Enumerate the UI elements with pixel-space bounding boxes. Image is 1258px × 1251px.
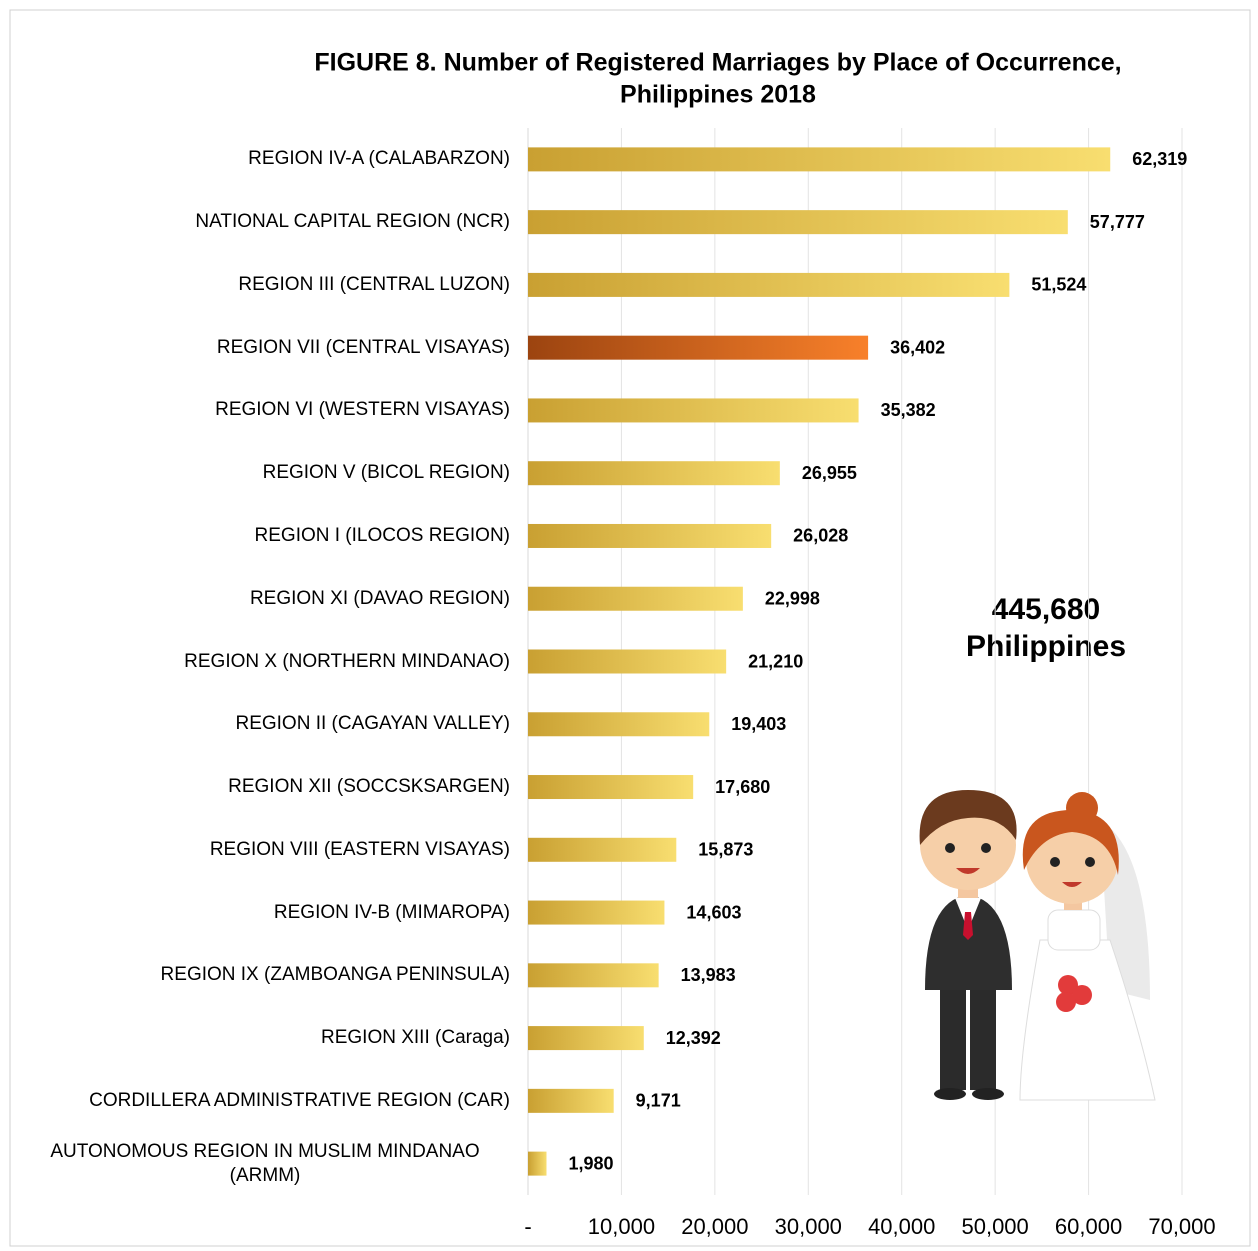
- value-label: 22,998: [765, 588, 820, 608]
- x-tick-label: 50,000: [961, 1214, 1028, 1239]
- bar: [528, 900, 665, 925]
- value-label: 19,403: [731, 714, 786, 734]
- bar: [528, 210, 1068, 235]
- value-label: 51,524: [1031, 275, 1086, 295]
- bar: [528, 1026, 644, 1051]
- frame: [9, 9, 1251, 1247]
- x-tick-label: 30,000: [775, 1214, 842, 1239]
- category-label-box: REGION XI (DAVAO REGION): [20, 569, 510, 629]
- bar: [528, 335, 869, 360]
- category-label-box: NATIONAL CAPITAL REGION (NCR): [20, 192, 510, 252]
- bar: [528, 461, 780, 486]
- chart-subtitle: Philippines 2018: [620, 81, 816, 109]
- y-tick-label: REGION I (ILOCOS REGION): [254, 524, 510, 546]
- x-tick-label: 10,000: [588, 1214, 655, 1239]
- couple-illustration: [919, 790, 1156, 1101]
- y-tick-label: REGION XIII (Caraga): [321, 1027, 510, 1049]
- y-tick-label: CORDILLERA ADMINISTRATIVE REGION (CAR): [89, 1089, 510, 1111]
- category-label-box: REGION VII (CENTRAL VISAYAS): [20, 318, 510, 378]
- y-tick-label: REGION III (CENTRAL LUZON): [238, 273, 510, 295]
- category-label-box: REGION XII (SOCCSKSARGEN): [20, 757, 510, 817]
- y-tick-label: REGION IV-B (MIMAROPA): [273, 901, 510, 923]
- bar: [528, 398, 859, 423]
- x-tick-label: 60,000: [1055, 1214, 1122, 1239]
- y-tick-label: NATIONAL CAPITAL REGION (NCR): [195, 211, 510, 233]
- category-label-box: REGION VIII (EASTERN VISAYAS): [20, 820, 510, 880]
- bar: [528, 586, 743, 611]
- y-tick-label: REGION II (CAGAYAN VALLEY): [235, 713, 510, 735]
- annotation: Philippines: [966, 630, 1126, 663]
- value-label: 12,392: [666, 1028, 721, 1048]
- y-tick-label: REGION VIII (EASTERN VISAYAS): [209, 838, 510, 860]
- y-tick-label: REGION X (NORTHERN MINDANAO): [184, 650, 510, 672]
- annotation: 445,680: [992, 593, 1100, 626]
- bar: [528, 1151, 547, 1176]
- value-label: 26,028: [793, 526, 848, 546]
- x-tick-label: 40,000: [868, 1214, 935, 1239]
- bar: [528, 963, 659, 988]
- category-label-box: REGION IX (ZAMBOANGA PENINSULA): [20, 945, 510, 1005]
- y-tick-label: REGION VI (WESTERN VISAYAS): [215, 399, 510, 421]
- category-label-box: REGION XIII (Caraga): [20, 1008, 510, 1068]
- category-label-box: AUTONOMOUS REGION IN MUSLIM MINDANAO (AR…: [20, 1134, 510, 1194]
- value-label: 36,402: [890, 337, 945, 357]
- bar: [528, 523, 772, 548]
- category-label-box: REGION I (ILOCOS REGION): [20, 506, 510, 566]
- category-label-box: REGION VI (WESTERN VISAYAS): [20, 380, 510, 440]
- category-label-box: REGION X (NORTHERN MINDANAO): [20, 632, 510, 692]
- y-tick-label: REGION XII (SOCCSKSARGEN): [228, 776, 510, 798]
- value-label: 1,980: [568, 1153, 613, 1173]
- value-label: 9,171: [636, 1091, 681, 1111]
- x-tick-label: 20,000: [681, 1214, 748, 1239]
- bar: [528, 649, 727, 674]
- value-label: 13,983: [681, 965, 736, 985]
- y-tick-label: REGION VII (CENTRAL VISAYAS): [216, 336, 510, 358]
- x-tick-label: 70,000: [1148, 1214, 1215, 1239]
- category-label-box: REGION IV-B (MIMAROPA): [20, 883, 510, 943]
- category-label-box: REGION V (BICOL REGION): [20, 443, 510, 503]
- y-tick-label: REGION IV-A (CALABARZON): [248, 148, 510, 170]
- y-tick-label: REGION IX (ZAMBOANGA PENINSULA): [160, 964, 510, 986]
- value-label: 15,873: [698, 840, 753, 860]
- x-tick-label: -: [524, 1214, 531, 1239]
- value-label: 21,210: [748, 651, 803, 671]
- category-label-box: REGION II (CAGAYAN VALLEY): [20, 694, 510, 754]
- bar: [528, 1088, 614, 1113]
- bar: [528, 147, 1111, 172]
- bar: [528, 775, 694, 800]
- chart-title: FIGURE 8. Number of Registered Marriages…: [314, 49, 1121, 77]
- value-label: 14,603: [686, 902, 741, 922]
- category-label-box: CORDILLERA ADMINISTRATIVE REGION (CAR): [20, 1071, 510, 1131]
- value-label: 57,777: [1090, 212, 1145, 232]
- y-tick-label: REGION XI (DAVAO REGION): [249, 587, 510, 609]
- category-label-box: REGION III (CENTRAL LUZON): [20, 255, 510, 315]
- bar: [528, 272, 1010, 297]
- y-tick-label: AUTONOMOUS REGION IN MUSLIM MINDANAO (AR…: [50, 1140, 480, 1186]
- value-label: 17,680: [715, 777, 770, 797]
- value-label: 35,382: [881, 400, 936, 420]
- value-label: 62,319: [1132, 149, 1187, 169]
- value-label: 26,955: [802, 463, 857, 483]
- bar: [528, 712, 710, 737]
- category-label-box: REGION IV-A (CALABARZON): [20, 129, 510, 189]
- y-tick-label: REGION V (BICOL REGION): [262, 462, 510, 484]
- bar: [528, 837, 677, 862]
